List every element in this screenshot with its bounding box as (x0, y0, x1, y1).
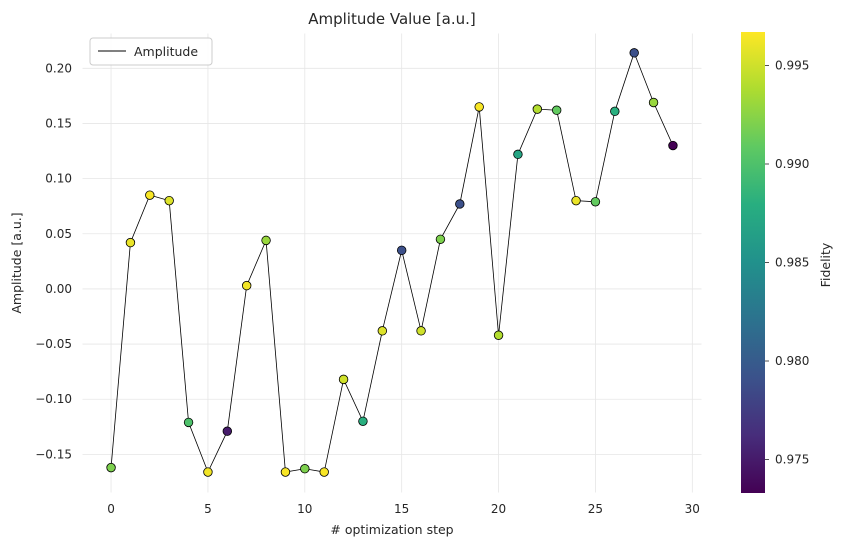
data-point (319, 467, 329, 477)
data-point (435, 234, 446, 244)
data-point (222, 426, 233, 436)
data-point (513, 149, 523, 160)
data-point (145, 190, 155, 200)
data-point (106, 462, 116, 473)
y-axis-ticks: −0.15 −0.10 −0.05 0.00 0.05 0.10 0.15 0.20 (35, 61, 72, 461)
amplitude-line (110, 51, 674, 474)
y-tick-label: 0.20 (45, 61, 72, 75)
x-tick-label: 10 (297, 502, 312, 516)
y-tick-label: −0.15 (35, 447, 72, 461)
data-point (358, 416, 368, 426)
colorbar-label: Fidelity (818, 242, 833, 287)
data-point (280, 467, 291, 477)
data-point (241, 280, 252, 291)
data-point (551, 105, 562, 115)
y-tick-label: −0.05 (35, 337, 72, 351)
x-tick-label: 25 (588, 502, 603, 516)
plot-area (81, 32, 703, 494)
colorbar-tick-label: 0.990 (775, 157, 809, 171)
y-tick-label: −0.10 (35, 392, 72, 406)
colorbar-tick-label: 0.980 (775, 354, 809, 368)
chart-title: Amplitude Value [a.u.] (308, 10, 476, 28)
data-point (183, 417, 194, 428)
colorbar-ticks: 0.975 0.980 0.985 0.990 0.995 (765, 58, 809, 467)
x-tick-label: 5 (204, 502, 212, 516)
legend-entry-amplitude: Amplitude (134, 44, 198, 59)
data-point (164, 195, 174, 206)
grid (82, 33, 702, 493)
y-tick-label: 0.10 (45, 172, 72, 186)
data-point (571, 195, 581, 206)
series-line (110, 51, 674, 474)
y-axis-label: Amplitude [a.u.] (9, 212, 24, 313)
data-point (125, 237, 136, 248)
data-point (377, 326, 388, 336)
data-point (532, 104, 543, 114)
colorbar-tick-label: 0.975 (775, 453, 809, 467)
y-tick-label: 0.15 (45, 116, 72, 130)
data-point (416, 326, 426, 336)
legend-box (89, 37, 213, 66)
data-point (300, 464, 310, 474)
data-point (455, 199, 465, 209)
legend: Amplitude (89, 37, 213, 66)
data-point (338, 374, 349, 385)
x-axis-label: # optimization step (330, 522, 453, 537)
x-axis-ticks: 0 5 10 15 20 25 30 (107, 502, 700, 516)
colorbar-tick-label: 0.985 (775, 256, 809, 270)
data-point (590, 197, 601, 207)
x-tick-label: 15 (394, 502, 409, 516)
data-point (668, 140, 678, 151)
y-tick-label: 0.00 (45, 282, 72, 296)
x-tick-label: 20 (491, 502, 506, 516)
colorbar-gradient (741, 32, 765, 493)
data-point (474, 102, 484, 112)
data-point (203, 467, 213, 477)
data-point (261, 235, 271, 246)
x-tick-label: 30 (685, 502, 700, 516)
data-point (648, 97, 659, 108)
data-point (629, 48, 639, 58)
y-tick-label: 0.05 (45, 227, 72, 241)
data-point (493, 330, 504, 340)
data-point (610, 106, 620, 117)
data-point (396, 245, 407, 256)
colorbar: 0.975 0.980 0.985 0.990 0.995 Fidelity (741, 32, 833, 493)
series-points (106, 48, 678, 477)
colorbar-tick-label: 0.995 (775, 58, 809, 72)
x-tick-label: 0 (107, 502, 115, 516)
